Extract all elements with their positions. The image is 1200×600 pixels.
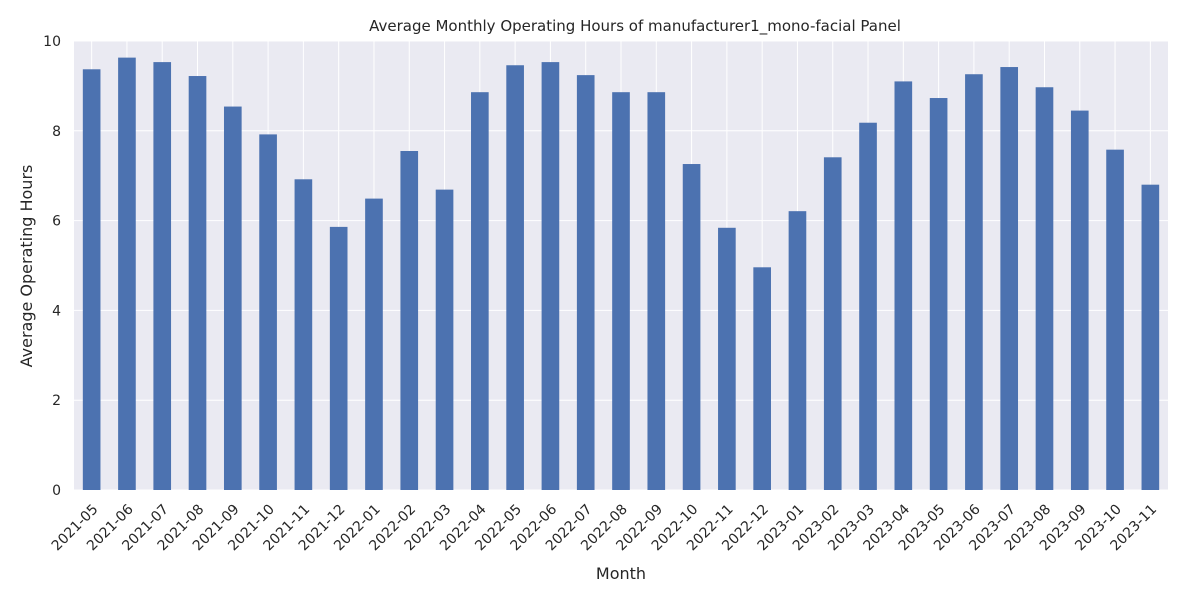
bar-2022-08 [612, 92, 630, 490]
bar-2022-03 [435, 189, 454, 490]
y-tick-label: 8 [52, 124, 61, 140]
bar-2022-02 [400, 151, 419, 490]
y-tick-label: 6 [52, 214, 61, 230]
y-tick-label: 4 [52, 303, 61, 319]
bar-2023-03 [859, 122, 877, 490]
bar-2023-08 [1035, 87, 1054, 490]
x-axis-title: Month [596, 564, 646, 583]
bar-2023-01 [788, 211, 807, 490]
bar-2023-07 [1000, 67, 1019, 491]
bar-2023-05 [929, 98, 948, 490]
bar-2023-04 [894, 81, 913, 490]
bar-2023-02 [823, 157, 842, 490]
bar-2021-11 [294, 179, 313, 491]
y-tick-labels: 0 2 4 6 8 10 [43, 34, 61, 499]
bar-2021-09 [223, 106, 242, 490]
x-tick-labels: 2021-052021-062021-072021-082021-092021-… [49, 501, 1160, 554]
bar-2023-11 [1141, 184, 1160, 490]
bar-2022-06 [541, 62, 560, 491]
bar-2021-10 [259, 134, 277, 490]
bar-2022-01 [365, 198, 383, 490]
bar-2022-07 [576, 75, 595, 491]
bar-2021-07 [153, 62, 172, 491]
bar-2021-06 [118, 57, 136, 490]
chart-title: Average Monthly Operating Hours of manuf… [369, 17, 901, 36]
bars [82, 57, 1160, 491]
y-tick-label: 2 [52, 393, 61, 409]
y-tick-label: 10 [43, 34, 61, 50]
bar-2022-12 [753, 267, 771, 490]
y-axis-title: Average Operating Hours [17, 165, 36, 368]
bar-2022-09 [647, 92, 666, 490]
bar-2022-10 [682, 164, 701, 490]
bar-2022-04 [471, 92, 489, 490]
bar-2021-05 [82, 69, 101, 491]
bar-2023-09 [1070, 110, 1089, 490]
bar-2021-12 [329, 226, 348, 491]
y-tick-label: 0 [52, 483, 61, 499]
bar-2023-06 [965, 74, 983, 490]
bar-2023-10 [1106, 149, 1124, 490]
bar-2022-05 [506, 65, 524, 490]
bar-2021-08 [188, 76, 207, 490]
bar-2022-11 [718, 227, 736, 490]
